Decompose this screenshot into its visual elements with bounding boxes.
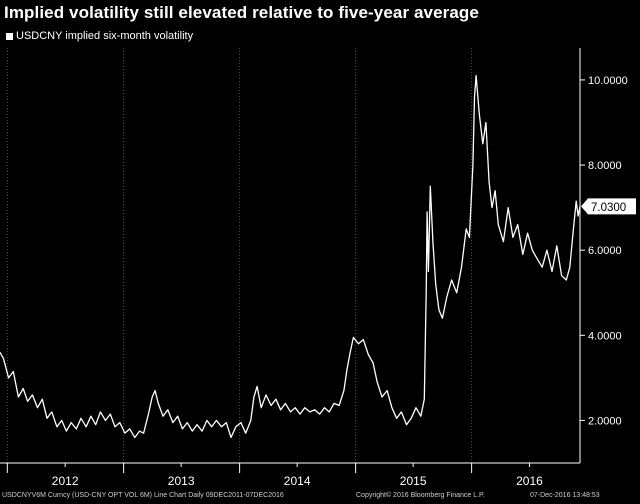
footer-source: USDCNYV6M Curncy (USD-CNY OPT VOL 6M) Li…: [2, 492, 284, 499]
y-tick-label: 6.0000: [588, 245, 622, 257]
series-line: [0, 75, 581, 439]
legend-swatch: [6, 32, 13, 40]
last-value-tag: 7.0300: [581, 198, 636, 215]
footer-copyright: Copyright© 2016 Bloomberg Finance L.P.: [356, 492, 485, 499]
footer-timestamp: 07-Dec-2016 13:48:53: [530, 492, 600, 499]
last-value-box: [581, 198, 636, 215]
x-tick-label: 2014: [284, 474, 311, 488]
legend-label: USDCNY implied six-month volatility: [16, 30, 194, 42]
grid-layer: [6, 48, 473, 463]
chart-title: Implied volatility still elevated relati…: [4, 3, 479, 22]
axis-layer: [0, 48, 585, 473]
y-tick-label: 2.0000: [588, 415, 622, 427]
x-tick-label: 2015: [400, 474, 427, 488]
x-tick-label: 2012: [52, 474, 79, 488]
y-tick-label: 4.0000: [588, 330, 622, 342]
last-value-label: 7.0300: [591, 202, 626, 214]
x-tick-label: 2013: [168, 474, 195, 488]
chart-legend: USDCNY implied six-month volatility: [6, 30, 193, 42]
label-layer: 2012 2013 2014 2015 2016 2.0000 4.0000 6.0000 8.…: [52, 75, 636, 488]
x-tick-label: 2016: [516, 474, 543, 488]
y-tick-label: 10.0000: [588, 75, 628, 87]
y-tick-label: 8.0000: [588, 160, 622, 172]
series-layer: [0, 75, 581, 439]
